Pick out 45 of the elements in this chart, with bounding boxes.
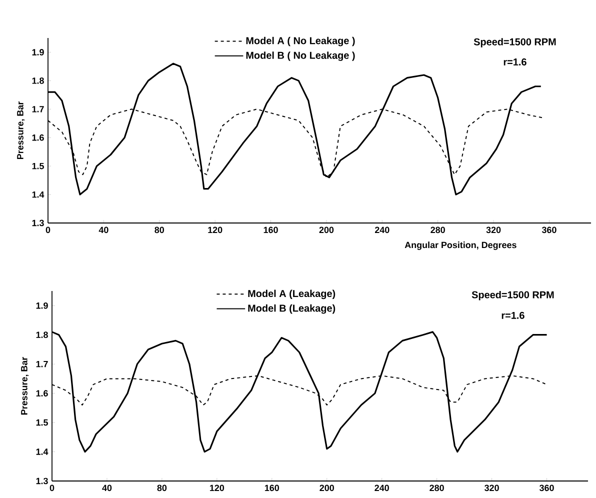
x-tick-label: 0	[50, 484, 54, 492]
y-tick-label: 1.5	[36, 419, 48, 426]
x-tick-label: 0	[46, 226, 50, 234]
annotation: r=1.6	[502, 312, 524, 319]
y-tick-label: 1.7	[36, 360, 48, 368]
annotation: Speed=1500 RPM	[472, 290, 554, 300]
x-axis-title: Angular Position, Degrees	[404, 242, 516, 250]
y-tick-label: 1.3	[36, 478, 48, 484]
y-tick-label: 1.6	[32, 134, 44, 141]
y-tick-label: 1.3	[32, 220, 44, 226]
y-axis-title: Pressure, Bar	[21, 356, 29, 415]
x-tick-label: 80	[154, 226, 164, 234]
legend-label: Model A (Leakage)	[248, 290, 336, 300]
x-tick-label: 360	[539, 484, 554, 492]
x-tick-label: 160	[264, 484, 280, 492]
legend-label: Model B ( No Leakage )	[246, 52, 355, 61]
x-tick-label: 320	[484, 484, 499, 492]
y-tick-label: 1.9	[36, 302, 48, 309]
x-tick-label: 360	[542, 226, 556, 234]
x-tick-label: 80	[157, 484, 167, 492]
y-tick-label: 1.5	[32, 162, 44, 170]
x-tick-label: 280	[430, 226, 445, 234]
x-tick-label: 40	[102, 484, 112, 492]
x-tick-label: 320	[486, 226, 501, 234]
y-tick-label: 1.8	[32, 78, 44, 84]
annotation: r=1.6	[504, 58, 526, 66]
x-tick-label: 120	[208, 226, 222, 234]
y-tick-label: 1.8	[36, 332, 48, 338]
x-tick-label: 240	[374, 484, 389, 492]
x-tick-label: 240	[374, 226, 390, 234]
legend-label: Model A ( No Leakage )	[246, 36, 355, 46]
x-tick-label: 280	[430, 484, 444, 492]
x-tick-label: 120	[210, 484, 224, 492]
y-tick-label: 1.7	[32, 106, 44, 112]
x-tick-label: 160	[264, 226, 278, 234]
y-tick-label: 1.6	[36, 390, 48, 396]
x-tick-label: 200	[319, 226, 334, 234]
legend-label: Model B (Leakage)	[248, 304, 336, 314]
y-tick-label: 1.9	[32, 49, 44, 56]
y-axis-title: Pressure, Bar	[17, 101, 25, 160]
y-tick-label: 1.4	[36, 448, 48, 455]
x-tick-label: 40	[98, 226, 108, 234]
annotation: Speed=1500 RPM	[474, 38, 556, 48]
x-tick-label: 200	[320, 484, 334, 492]
y-tick-label: 1.4	[32, 191, 44, 198]
